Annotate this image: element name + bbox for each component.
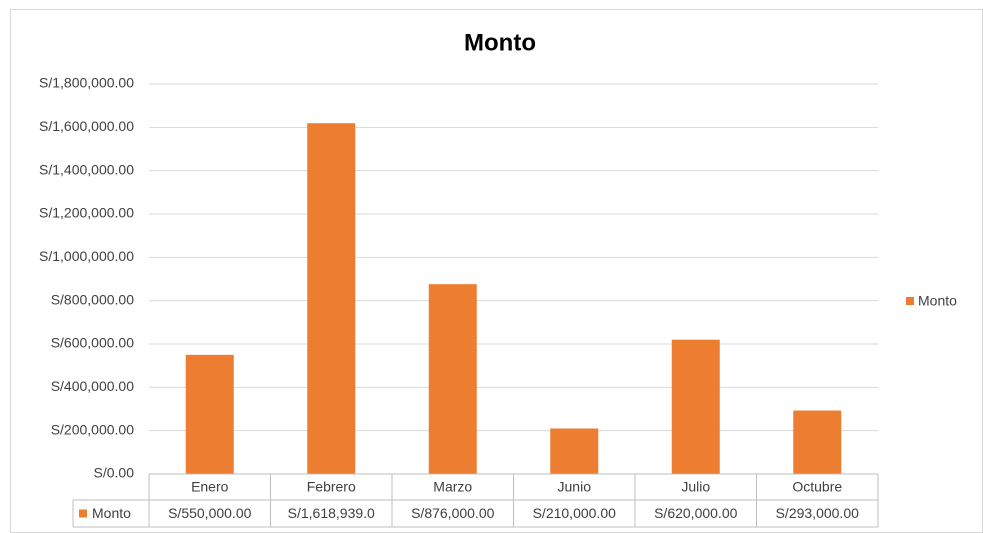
y-tick-label: S/800,000.00 (51, 291, 135, 307)
y-tick-label: S/1,400,000.00 (39, 161, 134, 177)
x-tick-label: Febrero (307, 479, 356, 495)
x-tick-label: Enero (191, 479, 229, 495)
y-tick-label: S/400,000.00 (51, 378, 135, 394)
bar (185, 354, 234, 474)
bar (428, 284, 477, 474)
data-table-value: S/620,000.00 (654, 505, 738, 521)
data-table-value: S/876,000.00 (411, 505, 495, 521)
data-table-value: S/210,000.00 (533, 505, 617, 521)
table-legend-key (79, 509, 87, 518)
bar (550, 428, 599, 474)
legend-key (906, 297, 914, 305)
y-tick-label: S/1,200,000.00 (39, 205, 134, 221)
y-tick-label: S/1,800,000.00 (39, 75, 134, 91)
bar (307, 123, 356, 474)
y-tick-label: S/200,000.00 (51, 421, 135, 437)
y-tick-label: S/600,000.00 (51, 335, 135, 351)
x-tick-label: Julio (681, 479, 710, 495)
legend-label: Monto (918, 293, 957, 309)
bar (793, 410, 842, 474)
x-tick-label: Marzo (433, 479, 472, 495)
y-tick-label: S/1,600,000.00 (39, 118, 134, 134)
bar (671, 339, 720, 474)
chart-title: Monto (464, 29, 536, 56)
x-tick-label: Octubre (792, 479, 842, 495)
y-tick-label: S/0.00 (94, 465, 135, 481)
x-tick-label: Junio (558, 479, 592, 495)
data-table-value: S/550,000.00 (168, 505, 252, 521)
table-series-name: Monto (92, 505, 131, 521)
y-tick-label: S/1,000,000.00 (39, 248, 134, 264)
data-table-value: S/1,618,939.0 (288, 505, 375, 521)
data-table-value: S/293,000.00 (776, 505, 860, 521)
